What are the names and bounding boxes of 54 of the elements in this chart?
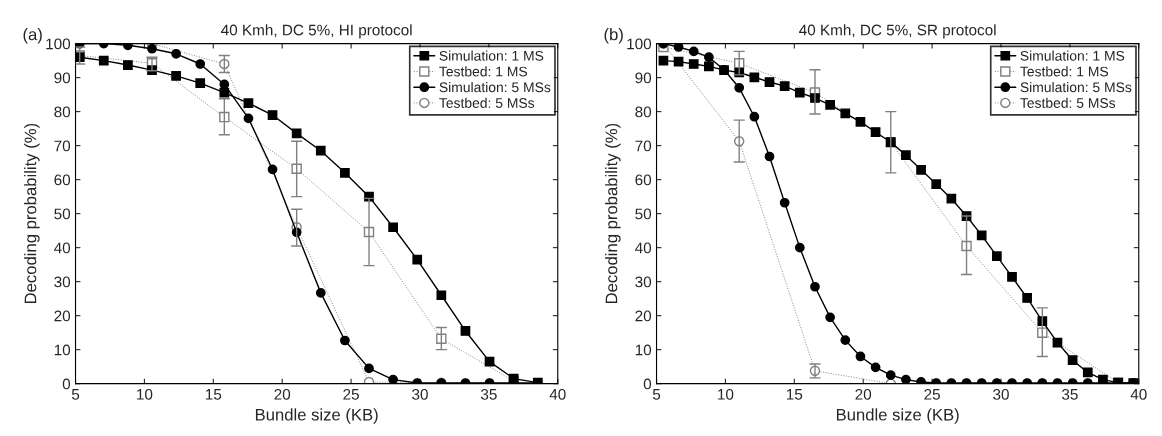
y-tick-label: 20 [635, 310, 652, 322]
x-tick-label: 30 [993, 388, 1009, 400]
x-tick-label: 5 [652, 389, 661, 400]
x-tick-label: 35 [480, 388, 497, 400]
text: (a) [23, 28, 42, 44]
y-tick-label: 50 [635, 208, 652, 220]
y-tick-label: 70 [635, 140, 652, 152]
legend-label: Simulation: 1 MS [439, 50, 544, 61]
x-tick-label: 40 [549, 388, 566, 400]
y-tick-label: 100 [46, 38, 71, 50]
y-tick-label: 90 [54, 72, 71, 84]
legend-label: Simulation: 5 MSs [1020, 81, 1132, 93]
legend-label: Testbed: 1 MS [439, 66, 528, 77]
x-tick-label: 10 [137, 388, 153, 400]
chart-title: 40 Kmh, DC 5%, SR protocol [799, 24, 996, 39]
y-tick-label: 80 [54, 106, 71, 118]
y-tick-label: 30 [54, 276, 71, 288]
y-tick-label: 60 [635, 174, 652, 186]
x-tick-label: 35 [1061, 388, 1078, 400]
y-axis-title: Decoding probability (%) [24, 123, 40, 304]
legend-label: Simulation: 5 MSs [439, 81, 551, 93]
x-tick-label: 20 [855, 388, 872, 400]
text: (b) [604, 28, 623, 44]
y-tick-label: 20 [54, 310, 71, 322]
x-axis-title: Bundle size (KB) [836, 408, 959, 424]
y-tick-label: 0 [62, 378, 71, 390]
x-tick-label: 10 [718, 388, 734, 400]
y-axis-title: Decoding probability (%) [605, 123, 621, 304]
x-tick-label: 25 [343, 388, 359, 400]
x-axis-title: Bundle size (KB) [255, 408, 378, 424]
legend-label: Simulation: 1 MS [1020, 50, 1125, 61]
y-tick-label: 100 [627, 38, 652, 50]
y-tick-label: 10 [635, 344, 652, 356]
y-tick-label: 80 [635, 106, 652, 118]
y-tick-label: 50 [54, 208, 71, 220]
x-tick-label: 5 [71, 389, 80, 400]
x-tick-label: 25 [924, 388, 940, 400]
y-tick-label: 40 [54, 242, 71, 254]
x-tick-label: 15 [205, 389, 222, 400]
y-tick-label: 60 [54, 174, 71, 186]
y-tick-label: 40 [635, 242, 652, 254]
legend-label: Testbed: 5 MSs [1020, 97, 1116, 108]
y-tick-label: 10 [54, 344, 71, 356]
x-tick-label: 40 [1130, 388, 1147, 400]
y-tick-label: 0 [643, 378, 652, 390]
y-tick-label: 30 [635, 276, 652, 288]
y-tick-label: 70 [54, 140, 71, 152]
legend-label: Testbed: 1 MS [1020, 66, 1109, 77]
x-tick-label: 15 [786, 389, 803, 400]
y-tick-label: 90 [635, 72, 652, 84]
chart-title: 40 Kmh, DC 5%, HI protocol [221, 24, 412, 39]
legend-label: Testbed: 5 MSs [439, 97, 535, 108]
x-tick-label: 20 [274, 388, 291, 400]
x-tick-label: 30 [412, 388, 428, 400]
